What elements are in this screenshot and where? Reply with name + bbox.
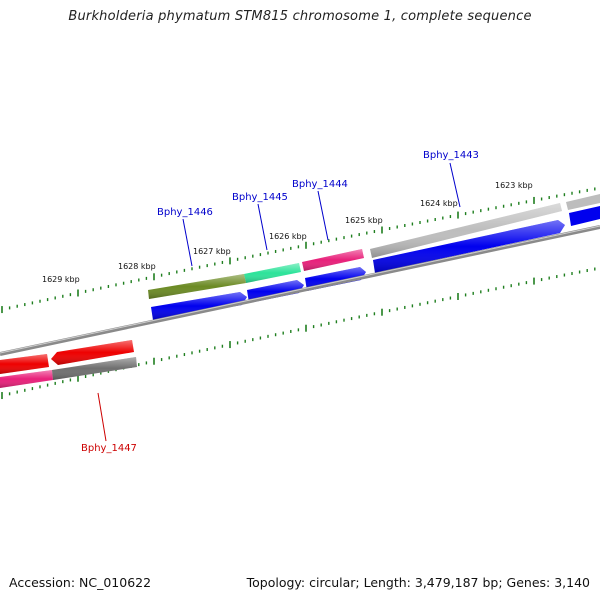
genome-backbone <box>0 225 600 356</box>
leader-bphy-1447 <box>97 392 107 442</box>
inner-tick-ring <box>1 267 596 400</box>
forward-annotation-track <box>148 194 600 299</box>
leader-bphy-1445 <box>257 203 268 251</box>
scale-label-1624: 1624 kbp <box>420 199 458 208</box>
scale-label-1625: 1625 kbp <box>345 216 383 225</box>
scale-label-1629: 1629 kbp <box>42 275 80 284</box>
gene-label-bphy-1444[interactable]: Bphy_1444 <box>292 179 348 190</box>
gene-label-bphy-1447[interactable]: Bphy_1447 <box>81 443 137 454</box>
leader-bphy-1446 <box>182 218 193 267</box>
reverse-annotation-track <box>0 357 137 388</box>
reverse-cds-track <box>0 340 134 374</box>
cds-bphy-1443b[interactable] <box>569 206 600 226</box>
genome-summary: Topology: circular; Length: 3,479,187 bp… <box>246 575 590 590</box>
scale-labels: 1623 kbp 1624 kbp 1625 kbp 1626 kbp 1627… <box>42 181 533 284</box>
map-title: Burkholderia phymatum STM815 chromosome … <box>68 9 532 24</box>
scale-label-1623: 1623 kbp <box>495 181 533 190</box>
annotation-bphy-1443b[interactable] <box>566 194 600 210</box>
gene-label-bphy-1446[interactable]: Bphy_1446 <box>157 207 213 218</box>
leader-bphy-1444 <box>317 190 329 241</box>
gene-label-bphy-1445[interactable]: Bphy_1445 <box>232 192 288 203</box>
scale-label-1626: 1626 kbp <box>269 232 307 241</box>
lower-ring-edge <box>540 270 600 290</box>
gene-label-bphy-1443[interactable]: Bphy_1443 <box>423 150 479 161</box>
gene-labels: Bphy_1443 Bphy_1444 Bphy_1445 Bphy_1446 … <box>81 150 479 454</box>
scale-label-1628: 1628 kbp <box>118 262 156 271</box>
leader-bphy-1443 <box>449 162 461 208</box>
outer-tick-ring <box>1 187 596 314</box>
gene-label-leaders <box>97 162 461 442</box>
accession-label: Accession: NC_010622 <box>9 575 152 590</box>
scale-label-1627: 1627 kbp <box>193 247 231 256</box>
